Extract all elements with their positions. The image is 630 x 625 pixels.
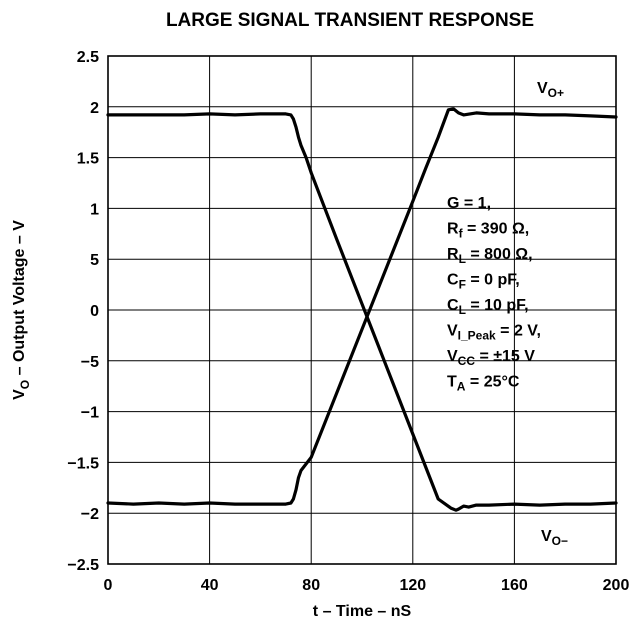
series-lines <box>106 107 618 512</box>
series-label-vo-plus-base: V <box>537 80 548 97</box>
y-axis-title-rest: – Output Voltage – V <box>11 220 28 380</box>
series-line-vo-plus <box>106 107 618 506</box>
y-tick-label: 1 <box>90 201 99 218</box>
condition-line: G = 1, <box>447 195 491 212</box>
series-label-vo-minus-base: V <box>541 528 552 545</box>
y-tick-label: 0 <box>90 303 99 320</box>
x-tick-label: 40 <box>201 577 219 594</box>
y-tick-label: −2 <box>81 506 99 523</box>
y-axis-title-base: V <box>11 389 28 400</box>
x-tick-label: 0 <box>104 577 113 594</box>
series-line-vo-minus <box>106 112 618 512</box>
y-tick-label: 2.5 <box>77 49 99 66</box>
x-tick-label: 120 <box>399 577 426 594</box>
y-tick-label: −1.5 <box>67 455 99 472</box>
condition-line: VI_Peak = 2 V, <box>447 323 541 343</box>
condition-line: VCC = ±15 V <box>447 348 535 368</box>
y-tick-label: −2.5 <box>67 557 99 574</box>
gridlines <box>107 55 617 565</box>
condition-line: CF = 0 pF, <box>447 272 520 292</box>
y-axis-title-sub: O <box>18 380 32 389</box>
y-tick-label: 1.5 <box>77 151 99 168</box>
x-tick-label: 200 <box>603 577 630 594</box>
x-tick-labels: 0 40 80 120 160 200 <box>104 577 630 594</box>
series-label-vo-minus: VO− <box>541 528 568 548</box>
x-tick-label: 160 <box>501 577 528 594</box>
y-tick-labels: 2.5 2 1.5 1 5 0 −5 −1 −1.5 −2 −2.5 <box>67 49 99 574</box>
x-tick-label: 80 <box>302 577 320 594</box>
y-tick-label: 2 <box>90 100 99 117</box>
y-tick-label: 5 <box>90 252 99 269</box>
y-tick-label: −1 <box>81 405 99 422</box>
y-tick-label: −5 <box>81 354 99 371</box>
series-label-vo-plus: VO+ <box>537 80 564 100</box>
condition-line: Rf = 390 Ω, <box>447 221 529 241</box>
condition-line: RL = 800 Ω, <box>447 246 533 266</box>
series-label-vo-plus-sub: O+ <box>548 86 564 100</box>
y-axis-title: VO – Output Voltage – V <box>11 220 32 400</box>
series-label-vo-minus-sub: O− <box>552 534 568 548</box>
plot-frame <box>107 55 617 565</box>
condition-line: CL = 10 pF, <box>447 297 529 317</box>
chart-title: LARGE SIGNAL TRANSIENT RESPONSE <box>166 10 534 31</box>
condition-line: TA = 25°C <box>447 374 520 394</box>
test-conditions: G = 1, Rf = 390 Ω, RL = 800 Ω, CF = 0 pF, CL… <box>447 195 541 394</box>
x-axis-title: t – Time – nS <box>313 603 412 620</box>
